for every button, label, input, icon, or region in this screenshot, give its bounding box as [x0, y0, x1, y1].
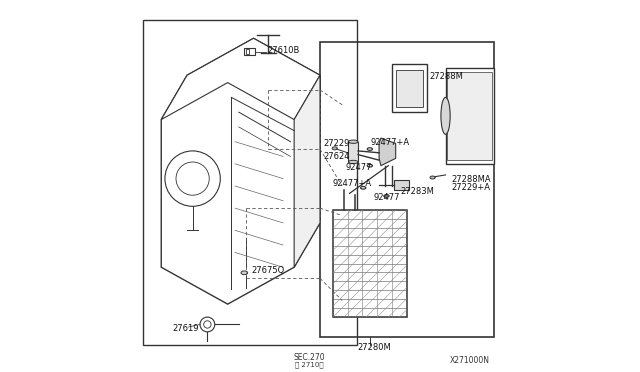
Text: 27610B: 27610B: [268, 46, 300, 55]
Ellipse shape: [348, 140, 358, 143]
Text: 27619: 27619: [172, 324, 199, 333]
Bar: [394, 180, 408, 190]
Bar: [246, 49, 250, 54]
Ellipse shape: [348, 160, 358, 164]
Ellipse shape: [332, 147, 337, 150]
Text: 27229: 27229: [324, 139, 350, 148]
Text: X271000N: X271000N: [450, 356, 490, 365]
Text: 27280M: 27280M: [357, 343, 390, 352]
Bar: [244, 48, 255, 55]
Text: SEC.270: SEC.270: [293, 353, 324, 362]
Polygon shape: [379, 138, 396, 166]
Ellipse shape: [441, 97, 450, 134]
Text: 〈 2710〉: 〈 2710〉: [294, 361, 323, 368]
Ellipse shape: [430, 176, 435, 179]
Text: 27288M: 27288M: [429, 72, 463, 81]
Bar: [396, 70, 424, 107]
Polygon shape: [161, 38, 320, 119]
Circle shape: [200, 317, 215, 332]
Text: 92477+A: 92477+A: [371, 138, 410, 147]
Bar: [333, 210, 407, 317]
Polygon shape: [447, 71, 492, 160]
Polygon shape: [445, 68, 493, 164]
Text: 92477: 92477: [346, 163, 372, 172]
Polygon shape: [294, 75, 320, 267]
Bar: [392, 64, 427, 112]
Text: 27675Q: 27675Q: [252, 266, 285, 275]
Bar: [348, 142, 358, 162]
Text: 27624: 27624: [324, 153, 350, 161]
Polygon shape: [161, 38, 320, 304]
Text: 92477+A: 92477+A: [332, 179, 371, 188]
Ellipse shape: [241, 271, 248, 275]
Text: 27283M: 27283M: [401, 187, 435, 196]
Text: 27288MA: 27288MA: [451, 175, 491, 184]
Text: 27229+A: 27229+A: [451, 183, 490, 192]
Text: 92477: 92477: [374, 193, 400, 202]
